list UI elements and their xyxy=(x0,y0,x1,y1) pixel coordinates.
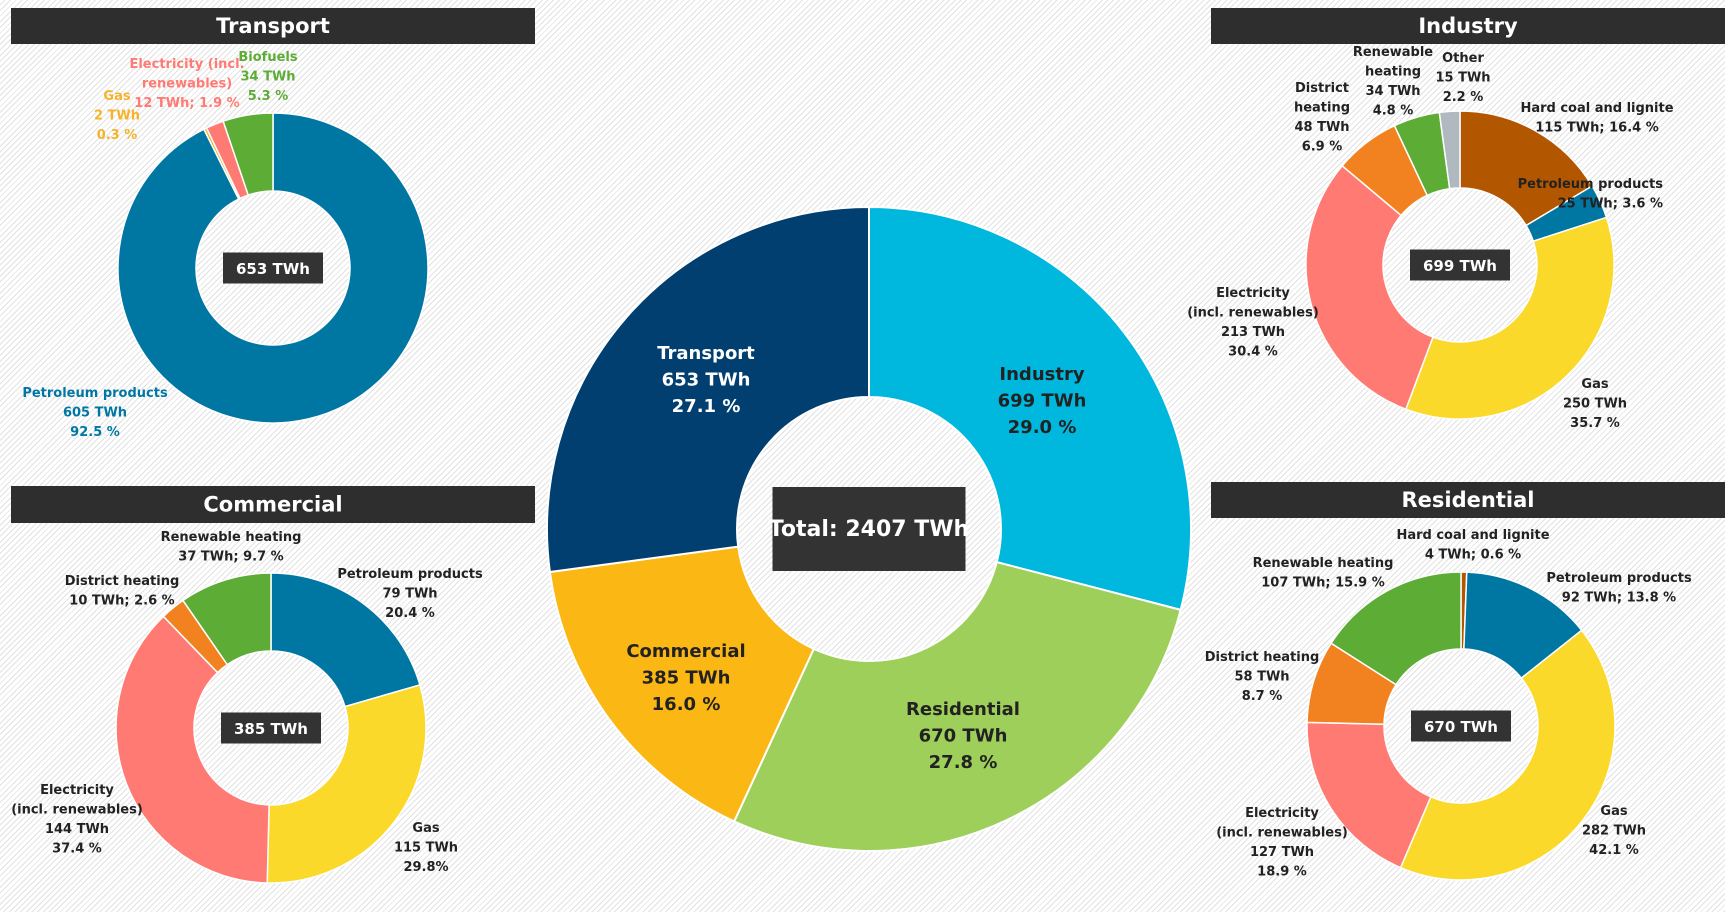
slice-name: Gas xyxy=(1581,377,1608,392)
slice-name: Gas xyxy=(412,821,439,836)
slice-value-label: 79 TWh 20.4 % xyxy=(382,586,437,621)
slice-value-label: 34 TWh 5.3 % xyxy=(240,69,295,104)
slice-value-label: 37 TWh; 9.7 % xyxy=(178,549,283,564)
slice-value-label: 4 TWh; 0.6 % xyxy=(1425,547,1521,562)
center-box xyxy=(221,712,321,744)
slice-name: Electricity (incl. renewables) xyxy=(11,783,143,818)
donut-slice xyxy=(266,684,427,884)
slice-value-label: 12 TWh; 1.9 % xyxy=(134,96,239,111)
donut-slice xyxy=(868,205,1192,612)
slice-name: Petroleum products xyxy=(22,386,168,401)
panel-title: Industry xyxy=(1418,14,1518,38)
slice-name: Electricity (incl. renewables) xyxy=(1216,806,1348,841)
slice-name: District heating xyxy=(1205,650,1320,665)
slice-name: Gas xyxy=(1600,804,1627,819)
slice-value-label: 25 TWh; 3.6 % xyxy=(1558,196,1663,211)
donut-chart xyxy=(1211,482,1725,881)
slice-name: Other xyxy=(1442,51,1484,66)
slice-name: District heating xyxy=(65,574,180,589)
slice-name: Gas xyxy=(103,89,130,104)
slice-value-label: 15 TWh 2.2 % xyxy=(1435,70,1490,105)
slice-value-label: 127 TWh 18.9 % xyxy=(1250,845,1314,880)
donut-slice xyxy=(115,615,270,884)
slice-value-label: 385 TWh 16.0 % xyxy=(642,668,731,716)
panel-title: Commercial xyxy=(203,493,342,517)
donut-slice xyxy=(181,572,272,666)
slice-value-label: 48 TWh 6.9 % xyxy=(1294,120,1349,155)
slice-name: Biofuels xyxy=(238,50,297,65)
donut-slice xyxy=(1399,629,1616,881)
panel-title: Transport xyxy=(216,14,330,38)
slice-value-label: 699 TWh 29.0 % xyxy=(998,391,1087,439)
donut-chart xyxy=(1211,8,1725,420)
donut-chart xyxy=(546,205,1192,852)
center-label: 670 TWh xyxy=(1424,718,1498,736)
center-label: 385 TWh xyxy=(234,720,308,738)
center-box xyxy=(772,487,966,571)
slice-value-label: 58 TWh 8.7 % xyxy=(1234,669,1289,704)
donut-slice xyxy=(1305,164,1434,411)
donut-slice xyxy=(270,572,421,708)
donut-slice xyxy=(117,112,429,424)
donut-chart xyxy=(11,8,535,424)
center-box xyxy=(1410,249,1510,281)
slice-name: Electricity (incl. renewables) xyxy=(129,57,244,92)
center-box xyxy=(223,252,323,284)
donut-slice xyxy=(222,112,274,197)
slice-value-label: 115 TWh 29.8% xyxy=(394,840,458,875)
slice-value-label: 2 TWh 0.3 % xyxy=(94,108,140,143)
donut-slice xyxy=(1438,110,1461,190)
slice-name: Electricity (incl. renewables) xyxy=(1187,286,1319,321)
panel-header xyxy=(1211,482,1725,518)
donut-chart xyxy=(11,486,535,884)
panel-header xyxy=(11,8,535,44)
slice-value-label: 282 TWh 42.1 % xyxy=(1582,823,1646,858)
panel-header xyxy=(11,486,535,523)
center-box xyxy=(1411,710,1511,742)
donut-slice xyxy=(1330,571,1462,686)
slice-value-label: 653 TWh 27.1 % xyxy=(662,370,751,418)
donut-slice xyxy=(732,560,1182,852)
slice-value-label: 92 TWh; 13.8 % xyxy=(1562,590,1676,605)
slice-name: Industry xyxy=(999,364,1084,385)
donut-slice xyxy=(1459,110,1594,227)
donut-slice xyxy=(548,545,816,823)
slice-name: Petroleum products xyxy=(337,567,483,582)
donut-slice xyxy=(1306,721,1432,869)
slice-value-label: 670 TWh 27.8 % xyxy=(919,726,1008,774)
slice-name: Petroleum products xyxy=(1546,571,1692,586)
donut-slice xyxy=(546,205,870,574)
slice-value-label: 115 TWh; 16.4 % xyxy=(1535,120,1658,135)
panel-header xyxy=(1211,8,1725,44)
panel-title: Residential xyxy=(1402,488,1535,512)
slice-name: Hard coal and lignite xyxy=(1520,101,1673,116)
slice-name: Petroleum products xyxy=(1518,177,1664,192)
slice-name: Renewable heating xyxy=(1253,556,1394,571)
slice-name: Commercial xyxy=(626,641,745,662)
slice-name: District heating xyxy=(1294,81,1350,116)
slice-value-label: 213 TWh 30.4 % xyxy=(1221,325,1285,360)
slice-value-label: 144 TWh 37.4 % xyxy=(45,822,109,857)
slice-name: Transport xyxy=(657,343,755,364)
slice-name: Hard coal and lignite xyxy=(1396,528,1549,543)
slice-value-label: 10 TWh; 2.6 % xyxy=(69,593,174,608)
slice-name: Residential xyxy=(906,699,1020,720)
donut-slice xyxy=(1404,216,1615,420)
slice-value-label: 107 TWh; 15.9 % xyxy=(1261,575,1384,590)
center-label: 653 TWh xyxy=(236,260,310,278)
slice-value-label: 34 TWh 4.8 % xyxy=(1365,84,1420,119)
slice-name: Renewable heating xyxy=(161,530,302,545)
slice-value-label: 605 TWh 92.5 % xyxy=(63,405,127,440)
slice-name: Renewable heating xyxy=(1353,45,1433,80)
center-label: 699 TWh xyxy=(1423,257,1497,275)
center-label: Total: 2407 TWh xyxy=(769,517,969,542)
slice-value-label: 250 TWh 35.7 % xyxy=(1563,396,1627,431)
